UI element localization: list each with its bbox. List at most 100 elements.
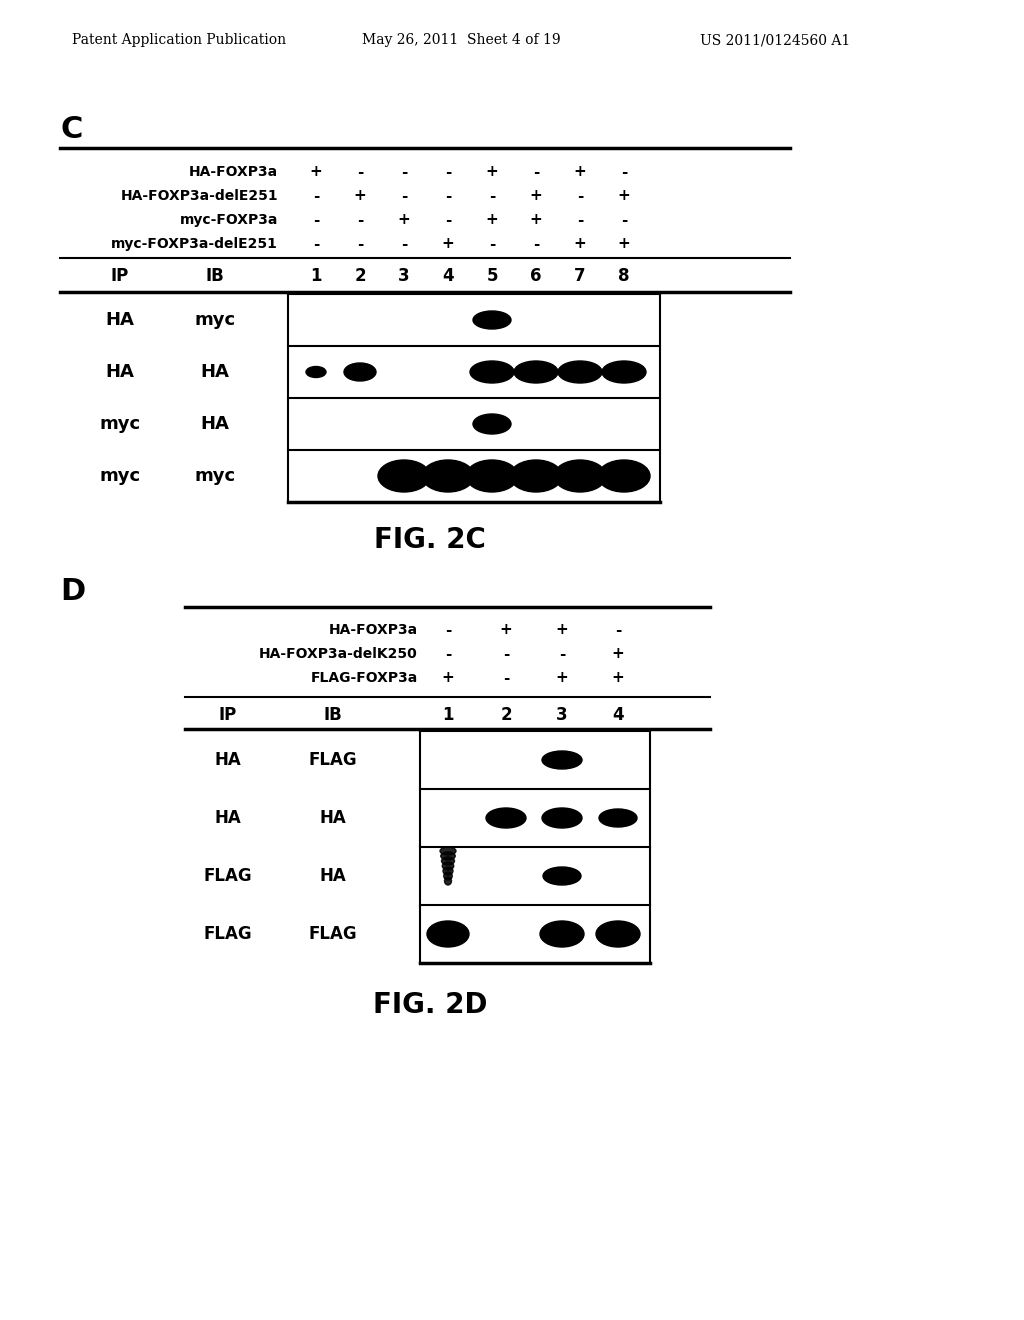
Text: myc-FOXP3a: myc-FOXP3a: [179, 213, 278, 227]
Text: D: D: [60, 578, 85, 606]
Ellipse shape: [466, 459, 518, 492]
Text: -: -: [488, 236, 496, 252]
Text: +: +: [485, 165, 499, 180]
Text: -: -: [444, 189, 452, 203]
Text: FLAG: FLAG: [308, 925, 357, 942]
Ellipse shape: [440, 851, 456, 861]
Ellipse shape: [543, 867, 581, 884]
Ellipse shape: [441, 857, 455, 865]
Text: +: +: [441, 671, 455, 685]
Text: myc: myc: [99, 414, 140, 433]
Text: 4: 4: [612, 706, 624, 723]
Text: +: +: [529, 189, 543, 203]
Text: -: -: [577, 213, 584, 227]
Text: May 26, 2011  Sheet 4 of 19: May 26, 2011 Sheet 4 of 19: [362, 33, 560, 48]
Text: +: +: [529, 213, 543, 227]
Text: 3: 3: [556, 706, 568, 723]
Text: IP: IP: [219, 706, 238, 723]
Text: 1: 1: [310, 267, 322, 285]
Text: HA: HA: [215, 809, 242, 828]
Ellipse shape: [473, 414, 511, 434]
Ellipse shape: [596, 921, 640, 946]
Ellipse shape: [344, 363, 376, 381]
Text: myc: myc: [195, 467, 236, 484]
Text: -: -: [312, 236, 319, 252]
Text: myc-FOXP3a-delE251: myc-FOXP3a-delE251: [112, 238, 278, 251]
Ellipse shape: [473, 312, 511, 329]
Text: +: +: [441, 236, 455, 252]
Text: -: -: [444, 623, 452, 638]
Text: -: -: [577, 189, 584, 203]
Text: -: -: [444, 165, 452, 180]
Ellipse shape: [442, 862, 454, 870]
Ellipse shape: [510, 459, 562, 492]
Text: IP: IP: [111, 267, 129, 285]
Text: 3: 3: [398, 267, 410, 285]
Text: +: +: [309, 165, 323, 180]
Text: HA-FOXP3a-delE251: HA-FOXP3a-delE251: [121, 189, 278, 203]
Ellipse shape: [542, 808, 582, 828]
Text: -: -: [532, 236, 540, 252]
Ellipse shape: [444, 876, 452, 884]
Text: FLAG-FOXP3a: FLAG-FOXP3a: [310, 671, 418, 685]
Text: +: +: [611, 671, 625, 685]
Text: +: +: [617, 189, 631, 203]
Text: -: -: [400, 189, 408, 203]
Text: IB: IB: [206, 267, 224, 285]
Text: 1: 1: [442, 706, 454, 723]
Ellipse shape: [554, 459, 606, 492]
Ellipse shape: [486, 808, 526, 828]
Text: -: -: [312, 189, 319, 203]
Text: -: -: [400, 165, 408, 180]
Text: -: -: [444, 213, 452, 227]
Text: myc: myc: [99, 467, 140, 484]
Text: +: +: [485, 213, 499, 227]
Ellipse shape: [427, 921, 469, 946]
Text: 2: 2: [354, 267, 366, 285]
Text: -: -: [400, 236, 408, 252]
Ellipse shape: [378, 459, 430, 492]
Text: -: -: [503, 647, 509, 661]
Ellipse shape: [598, 459, 650, 492]
Text: +: +: [500, 623, 512, 638]
Text: -: -: [356, 213, 364, 227]
Text: +: +: [611, 647, 625, 661]
Text: -: -: [614, 623, 622, 638]
Text: 8: 8: [618, 267, 630, 285]
Text: HA: HA: [319, 867, 346, 884]
Ellipse shape: [602, 360, 646, 383]
Text: +: +: [617, 236, 631, 252]
Text: +: +: [573, 165, 587, 180]
Text: HA-FOXP3a: HA-FOXP3a: [188, 165, 278, 180]
Text: +: +: [556, 623, 568, 638]
Text: -: -: [621, 165, 627, 180]
Text: HA: HA: [319, 809, 346, 828]
Text: +: +: [556, 671, 568, 685]
Text: -: -: [503, 671, 509, 685]
Text: -: -: [559, 647, 565, 661]
Ellipse shape: [443, 873, 453, 880]
Text: 5: 5: [486, 267, 498, 285]
Ellipse shape: [306, 367, 326, 378]
Ellipse shape: [470, 360, 514, 383]
Text: +: +: [573, 236, 587, 252]
Text: HA: HA: [201, 363, 229, 381]
Text: -: -: [356, 165, 364, 180]
Ellipse shape: [558, 360, 602, 383]
Text: FIG. 2D: FIG. 2D: [373, 991, 487, 1019]
Text: -: -: [356, 236, 364, 252]
Text: Patent Application Publication: Patent Application Publication: [72, 33, 286, 48]
Text: -: -: [312, 213, 319, 227]
Text: myc: myc: [195, 312, 236, 329]
Text: 7: 7: [574, 267, 586, 285]
Text: US 2011/0124560 A1: US 2011/0124560 A1: [700, 33, 850, 48]
Text: FIG. 2C: FIG. 2C: [374, 525, 486, 554]
Ellipse shape: [514, 360, 558, 383]
Text: 2: 2: [500, 706, 512, 723]
Text: HA: HA: [201, 414, 229, 433]
Ellipse shape: [440, 847, 456, 855]
Text: HA: HA: [105, 363, 134, 381]
Text: 4: 4: [442, 267, 454, 285]
Ellipse shape: [422, 459, 474, 492]
Text: -: -: [444, 647, 452, 661]
